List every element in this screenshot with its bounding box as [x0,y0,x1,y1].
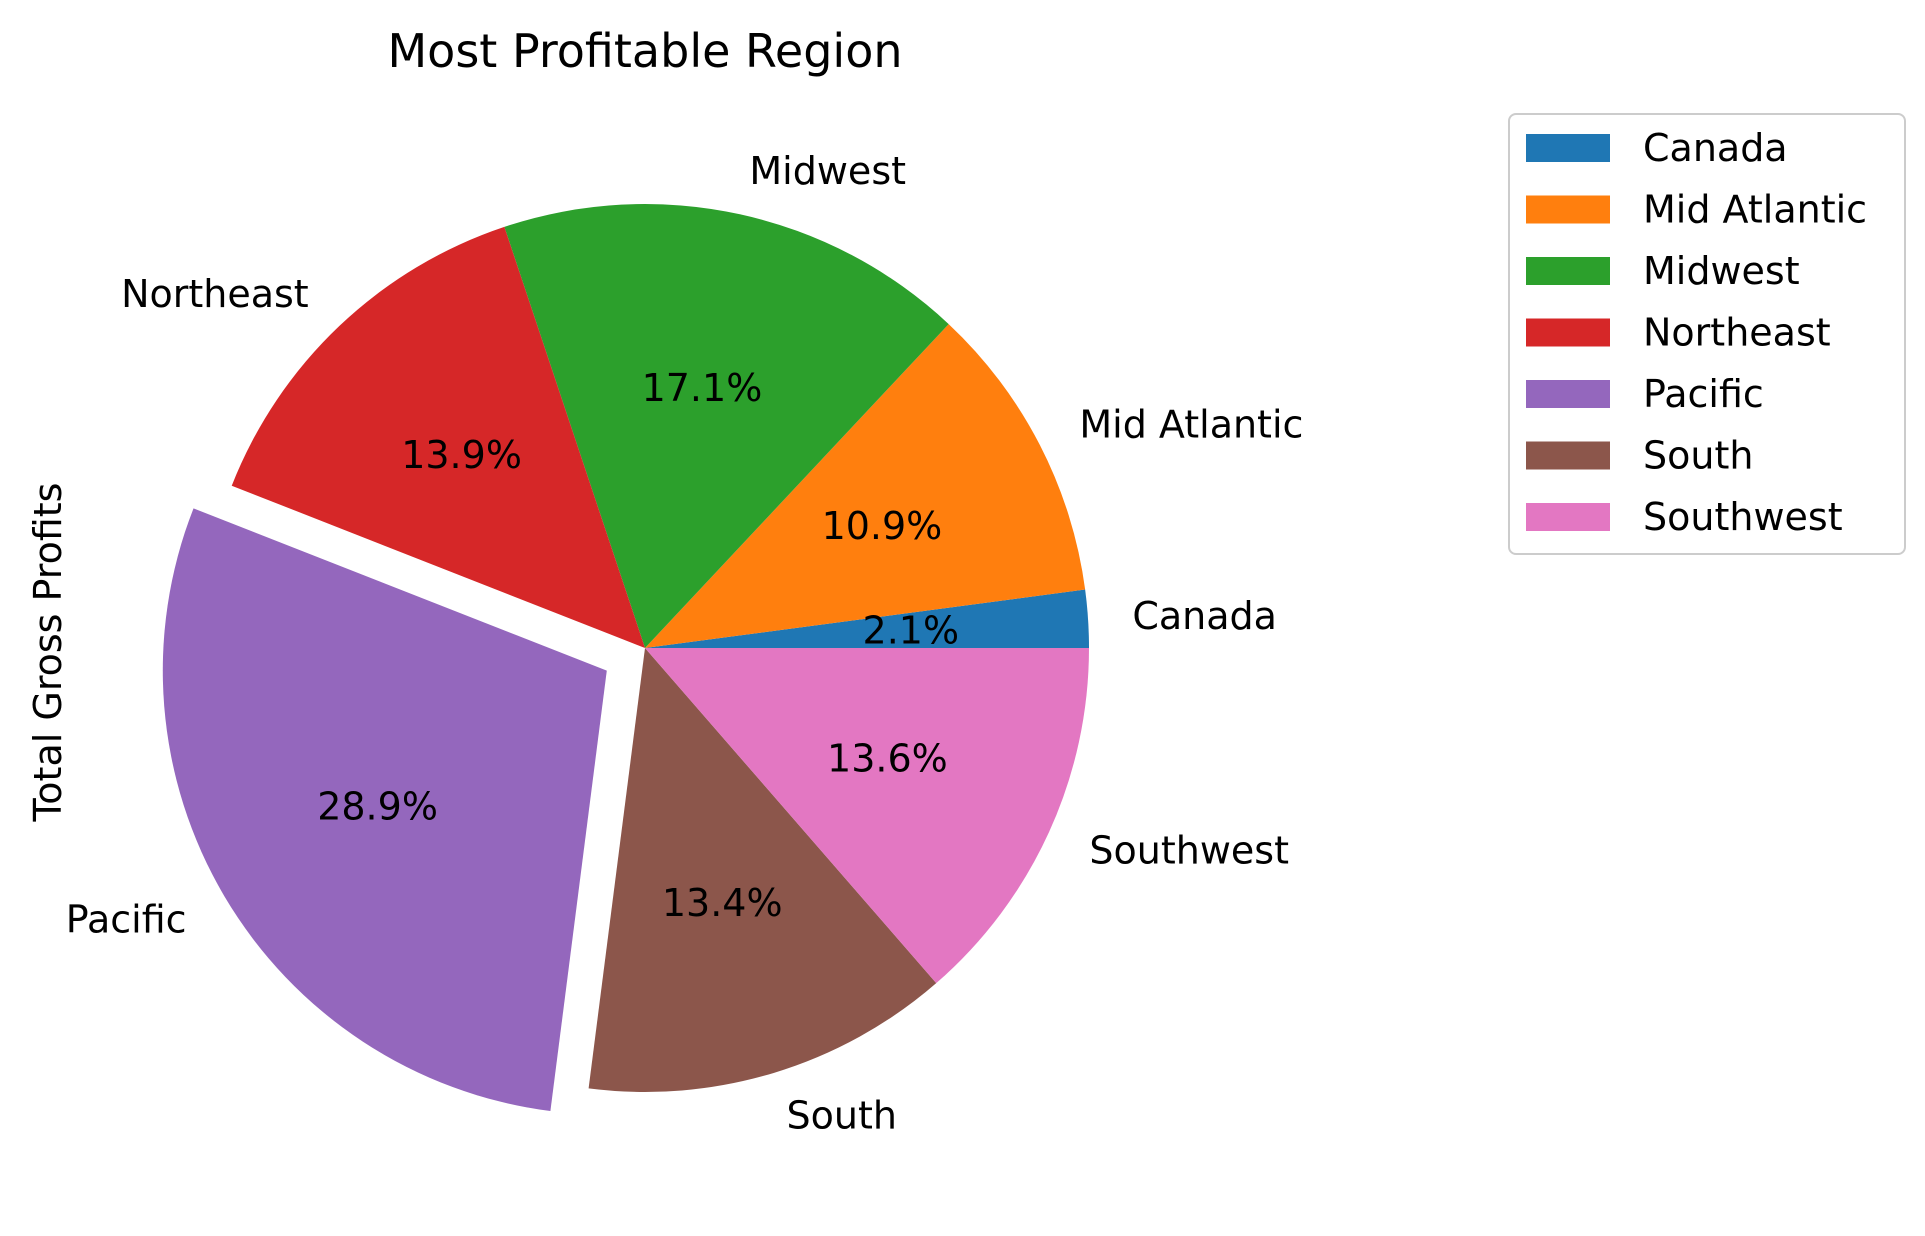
chart-title: Most Profitable Region [387,24,902,78]
legend-label-pacific: Pacific [1643,372,1764,416]
pie-percent-label-northeast: 13.9% [401,433,522,477]
legend-label-canada: Canada [1643,126,1788,170]
legend-label-northeast: Northeast [1643,311,1831,355]
legend-swatch-pacific [1526,380,1610,408]
pie-slices [162,203,1089,1112]
pie-percent-label-pacific: 28.9% [317,784,438,828]
pie-name-label-canada: Canada [1132,594,1277,638]
pie-name-label-pacific: Pacific [66,897,187,941]
pie-percent-label-canada: 2.1% [863,608,960,652]
pie-slice-mid-atlantic [645,324,1086,648]
legend-swatch-south [1526,441,1610,470]
pie-slice-canada [645,589,1089,648]
pie-slice-northeast [231,226,645,648]
pie-percent-label-midwest: 17.1% [642,366,763,410]
legend: Canada Mid Atlantic Midwest Northeast Pacifi… [1508,113,1906,555]
pie-name-label-northeast: Northeast [121,272,309,316]
legend-label-southwest: Southwest [1643,495,1843,539]
pie-slice-south [588,648,937,1092]
pie-name-label-midwest: Midwest [749,149,906,193]
legend-swatch-mid-atlantic [1526,195,1610,224]
pie-labels: 2.1% Canada 10.9% Mid Atlantic 17.1% Midwest 1… [66,149,1304,1138]
legend-label-midwest: Midwest [1643,249,1800,293]
pie-percent-label-southwest: 13.6% [827,736,948,780]
pie-name-label-mid-atlantic: Mid Atlantic [1079,403,1303,447]
legend-swatch-southwest [1526,503,1610,531]
legend-swatch-northeast [1526,318,1610,347]
pie-slice-southwest [645,648,1089,984]
legend-swatch-midwest [1526,257,1610,285]
pie-name-label-south: South [787,1093,897,1137]
pie-percent-label-mid-atlantic: 10.9% [822,504,943,548]
legend-swatch-canada [1526,134,1610,162]
pie-slice-pacific [162,508,607,1112]
legend-label-mid-atlantic: Mid Atlantic [1643,188,1867,232]
legend-label-south: South [1643,434,1753,478]
pie-name-label-southwest: Southwest [1089,829,1289,873]
y-axis-label: Total Gross Profits [26,483,70,823]
pie-slice-midwest [504,203,949,648]
pie-percent-label-south: 13.4% [662,881,783,925]
